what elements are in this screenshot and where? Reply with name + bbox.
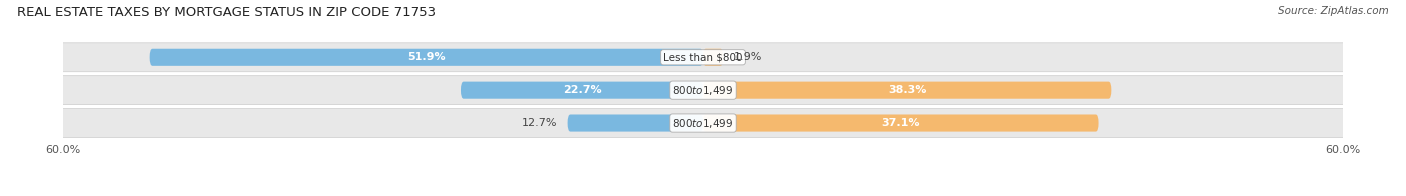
FancyBboxPatch shape [703,49,723,66]
Text: 1.9%: 1.9% [734,52,762,62]
FancyBboxPatch shape [48,76,1358,105]
Text: Source: ZipAtlas.com: Source: ZipAtlas.com [1278,6,1389,16]
FancyBboxPatch shape [48,109,1358,138]
FancyBboxPatch shape [461,82,703,99]
FancyBboxPatch shape [703,82,1111,99]
Text: $800 to $1,499: $800 to $1,499 [672,117,734,130]
Text: Less than $800: Less than $800 [664,52,742,62]
Text: 12.7%: 12.7% [522,118,557,128]
Text: 38.3%: 38.3% [889,85,927,95]
FancyBboxPatch shape [48,43,1358,72]
FancyBboxPatch shape [703,114,1098,132]
Text: 22.7%: 22.7% [562,85,602,95]
Text: 37.1%: 37.1% [882,118,920,128]
Text: REAL ESTATE TAXES BY MORTGAGE STATUS IN ZIP CODE 71753: REAL ESTATE TAXES BY MORTGAGE STATUS IN … [17,6,436,19]
Text: $800 to $1,499: $800 to $1,499 [672,84,734,97]
FancyBboxPatch shape [149,49,703,66]
FancyBboxPatch shape [568,114,703,132]
Text: 51.9%: 51.9% [406,52,446,62]
